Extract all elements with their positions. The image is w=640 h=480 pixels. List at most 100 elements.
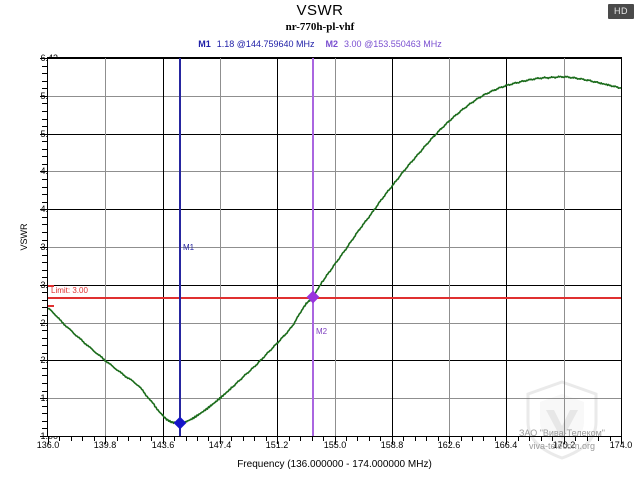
y-axis-title: VSWR [19,223,29,251]
x-tick-minor [552,437,553,441]
x-tick-minor [128,437,129,441]
y-tick-major [40,436,47,437]
y-tick-minor [42,224,47,225]
x-tick-minor [208,437,209,441]
x-tick-minor [357,437,358,441]
x-tick-major [220,437,221,444]
x-tick-minor [472,437,473,441]
gridline-vertical [564,58,565,436]
x-tick-major [335,437,336,444]
x-tick-minor [461,437,462,441]
x-tick-minor [610,437,611,441]
y-tick-minor [42,81,47,82]
x-tick-minor [151,437,152,441]
y-tick-minor [42,232,47,233]
y-tick-major [40,398,47,399]
marker-line-m1[interactable] [179,58,181,436]
y-tick-minor [42,149,47,150]
x-tick-major [277,437,278,444]
x-tick-major [105,437,106,444]
x-tick-major [48,437,49,444]
marker-readout-m2-tag: M2 [325,39,339,49]
y-tick-minor [42,156,47,157]
y-tick-minor [42,217,47,218]
gridline-vertical [105,58,106,436]
y-tick-minor [42,88,47,89]
x-tick-minor [59,437,60,441]
x-tick-minor [94,437,95,441]
y-tick-minor [42,307,47,308]
marker-line-m2[interactable] [312,58,314,436]
hd-badge: HD [608,4,634,19]
plot-area: Limit: 3.00 M1 M2 [47,57,622,437]
y-tick-minor [42,391,47,392]
x-tick-minor [346,437,347,441]
gridline-horizontal [48,58,621,59]
x-tick-minor [140,437,141,441]
y-tick-major [40,209,47,210]
x-tick-minor [598,437,599,441]
limit-cap-lower [48,305,54,307]
y-tick-minor [42,103,47,104]
gridline-horizontal [48,247,621,248]
y-tick-major [40,134,47,135]
y-tick-minor [42,262,47,263]
gridline-horizontal [48,171,621,172]
gridline-vertical [163,58,164,436]
x-tick-label: 147.4 [208,440,232,450]
y-tick-minor [42,240,47,241]
y-tick-minor [42,164,47,165]
y-tick-major [40,96,47,97]
x-tick-minor [518,437,519,441]
limit-line [48,297,621,299]
y-tick-major [40,247,47,248]
gridline-horizontal [48,323,621,324]
y-tick-minor [42,126,47,127]
x-tick-minor [575,437,576,441]
gridline-horizontal [48,96,621,97]
chart-subtitle: nr-770h-pl-vhf [285,21,355,33]
x-tick-minor [529,437,530,441]
x-tick-minor [541,437,542,441]
y-tick-minor [42,277,47,278]
y-tick-minor [42,187,47,188]
gridline-vertical [335,58,336,436]
marker-readout-m2-frequency: @153.550463 MHz [364,39,442,49]
y-tick-minor [42,353,47,354]
x-tick-minor [243,437,244,441]
y-tick-minor [42,66,47,67]
y-tick-minor [42,292,47,293]
y-tick-minor [42,413,47,414]
marker-readout-m1-value: 1.18 [216,39,235,49]
y-tick-minor [42,141,47,142]
marker-readout-m1-frequency: @144.759640 MHz [236,39,315,49]
x-tick-label: 166.4 [494,440,518,450]
y-tick-major [40,323,47,324]
x-tick-minor [403,437,404,441]
y-tick-minor [42,315,47,316]
marker-label-m2: M2 [316,326,328,336]
gridline-horizontal [48,285,621,286]
gridline-vertical [506,58,507,436]
x-tick-minor [71,437,72,441]
x-tick-minor [197,437,198,441]
y-tick-major [40,285,47,286]
x-tick-label: 143.6 [151,440,175,450]
gridline-horizontal [48,398,621,399]
x-tick-minor [312,437,313,441]
x-tick-major [392,437,393,444]
x-tick-minor [266,437,267,441]
x-tick-minor [174,437,175,441]
x-tick-label: 162.6 [437,440,461,450]
y-tick-minor [42,270,47,271]
y-tick-minor [42,194,47,195]
y-tick-major [40,360,47,361]
x-tick-minor [426,437,427,441]
x-tick-label: 151.2 [265,440,289,450]
gridline-vertical [277,58,278,436]
x-tick-label: 155.0 [323,440,347,450]
limit-cap-upper [48,285,54,287]
y-tick-minor [42,179,47,180]
y-tick-minor [42,119,47,120]
